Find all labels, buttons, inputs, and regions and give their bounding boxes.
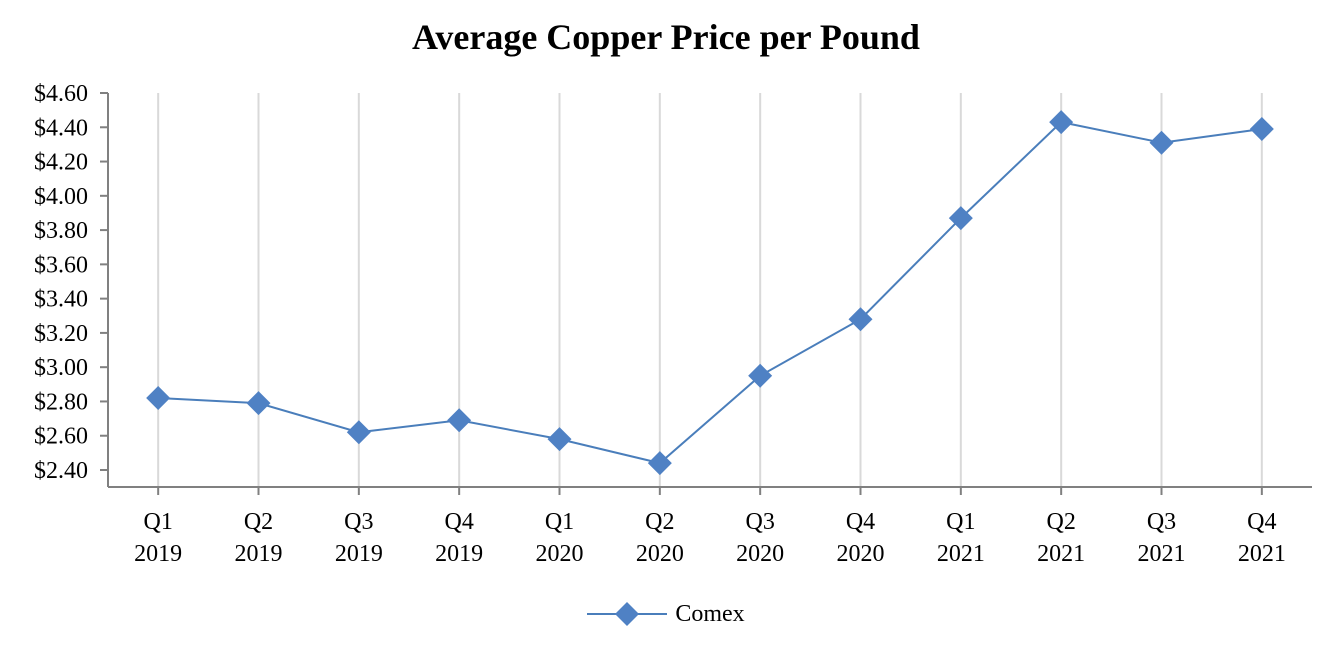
legend-swatch-comex xyxy=(587,602,668,626)
y-tick-label: $4.00 xyxy=(34,184,88,210)
x-tick-label-quarter: Q2 xyxy=(1046,509,1075,535)
data-point-marker xyxy=(547,427,572,452)
data-point-marker xyxy=(848,307,873,332)
y-tick-label: $4.60 xyxy=(34,81,88,107)
data-point-marker xyxy=(1049,110,1074,135)
axes xyxy=(107,93,1312,488)
data-point-marker xyxy=(246,391,271,416)
line-chart: $2.40 $2.60 $2.80 $3.00 $3.20 $3.40 $3.60 $3.80… xyxy=(34,81,1312,567)
x-tick-label-quarter: Q3 xyxy=(344,509,373,535)
legend: Comex xyxy=(0,600,1332,628)
x-tick-label-year: 2019 xyxy=(435,541,483,567)
y-tick-label: $3.60 xyxy=(34,252,88,278)
x-tick-label-year: 2019 xyxy=(335,541,383,567)
y-axis-ticks: $2.40 $2.60 $2.80 $3.00 $3.20 $3.40 $3.60 $3.80… xyxy=(34,81,108,484)
y-tick-label: $3.80 xyxy=(34,218,88,244)
x-tick-label-quarter: Q4 xyxy=(846,509,875,535)
x-tick-label-year: 2020 xyxy=(736,541,784,567)
x-tick-label-quarter: Q2 xyxy=(645,509,674,535)
x-tick-label-quarter: Q2 xyxy=(244,509,273,535)
y-tick-label: $3.40 xyxy=(34,287,88,313)
x-tick-label-quarter: Q1 xyxy=(143,509,172,535)
x-tick-label-quarter: Q3 xyxy=(1147,509,1176,535)
y-tick-label: $2.80 xyxy=(34,389,88,415)
y-tick-label: $3.20 xyxy=(34,321,88,347)
legend-label-comex: Comex xyxy=(675,600,745,627)
x-tick-label-year: 2020 xyxy=(536,541,584,567)
x-tick-label-year: 2020 xyxy=(837,541,885,567)
x-tick-label-year: 2020 xyxy=(636,541,684,567)
data-point-marker xyxy=(748,363,773,388)
data-point-marker xyxy=(1149,130,1174,155)
x-tick-label-quarter: Q4 xyxy=(444,509,473,535)
x-tick-label-quarter: Q3 xyxy=(745,509,774,535)
data-point-marker xyxy=(447,408,472,433)
x-tick-label-year: 2019 xyxy=(134,541,182,567)
x-tick-label-year: 2021 xyxy=(1037,541,1085,567)
x-axis-ticks: Q1 2019 Q2 2019 Q3 2019 Q4 2019 Q1 2020 Q2 2020 Q3 20… xyxy=(134,487,1286,567)
y-tick-label: $2.60 xyxy=(34,424,88,450)
data-point-marker xyxy=(146,386,171,411)
y-tick-label: $2.40 xyxy=(34,458,88,484)
x-tick-label-year: 2019 xyxy=(235,541,283,567)
chart-title: Average Copper Price per Pound xyxy=(412,17,920,57)
grid-lines xyxy=(157,93,1263,487)
x-tick-label-year: 2021 xyxy=(937,541,985,567)
x-tick-label-year: 2021 xyxy=(1238,541,1286,567)
series-line-comex xyxy=(158,121,1262,465)
data-point-marker xyxy=(1249,116,1274,141)
series-comex xyxy=(146,110,1274,476)
y-tick-label: $4.20 xyxy=(34,150,88,176)
y-tick-label: $4.40 xyxy=(34,115,88,141)
x-tick-label-year: 2021 xyxy=(1138,541,1186,567)
x-tick-label-quarter: Q1 xyxy=(545,509,574,535)
y-tick-label: $3.00 xyxy=(34,355,88,381)
data-point-marker xyxy=(346,420,371,445)
data-point-marker xyxy=(647,451,672,476)
x-tick-label-quarter: Q1 xyxy=(946,509,975,535)
data-point-marker xyxy=(948,206,973,231)
x-tick-label-quarter: Q4 xyxy=(1247,509,1276,535)
